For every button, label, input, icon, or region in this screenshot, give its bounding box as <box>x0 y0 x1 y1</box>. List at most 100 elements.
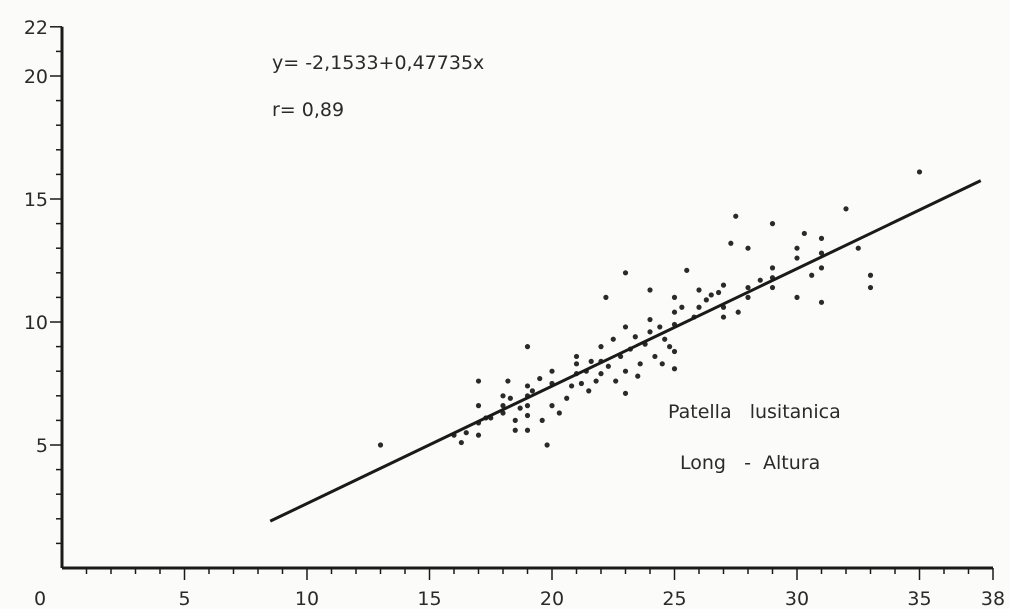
data-point <box>637 361 643 367</box>
data-point <box>635 373 641 379</box>
data-point <box>622 324 629 330</box>
data-point <box>659 361 665 367</box>
data-point <box>657 324 663 330</box>
x-tick-label: 38 <box>981 588 1005 609</box>
data-point <box>801 230 807 237</box>
data-point <box>703 297 709 303</box>
data-point <box>537 375 543 382</box>
data-point <box>544 442 550 448</box>
data-point <box>843 206 849 212</box>
data-point <box>505 378 511 384</box>
data-point <box>613 378 619 384</box>
x-tick-label: 35 <box>907 588 931 609</box>
data-point <box>556 410 562 416</box>
data-point <box>671 309 678 315</box>
data-point <box>598 344 604 350</box>
data-point <box>745 294 751 300</box>
data-point <box>573 361 580 367</box>
correlation-coefficient: r= 0,89 <box>272 99 344 121</box>
measure-label: Long - Altura <box>680 452 820 474</box>
x-tick-label: 0 <box>34 588 46 609</box>
data-point <box>671 366 678 372</box>
data-point <box>507 395 513 401</box>
regression-equation: y= -2,1533+0,47735x <box>272 52 484 74</box>
data-point <box>757 277 763 283</box>
data-point <box>769 221 776 227</box>
x-tick-label: 15 <box>417 588 441 609</box>
data-point <box>475 403 482 409</box>
data-point <box>684 267 690 273</box>
x-tick-label: 10 <box>295 588 319 609</box>
data-point <box>794 245 800 251</box>
species-label: Patella lusitanica <box>668 401 841 423</box>
data-point <box>463 430 469 436</box>
data-point <box>662 336 668 342</box>
data-point <box>598 371 604 377</box>
x-tick-label: 5 <box>178 588 190 609</box>
data-point <box>708 292 714 298</box>
data-point <box>605 363 611 369</box>
data-point <box>647 329 653 335</box>
data-point <box>377 442 384 448</box>
data-point <box>745 245 751 251</box>
data-point <box>622 390 629 396</box>
data-point <box>735 309 741 315</box>
data-point <box>794 294 800 300</box>
data-point <box>818 250 825 256</box>
data-point <box>769 284 776 291</box>
data-point <box>809 272 815 278</box>
data-point <box>667 344 673 350</box>
data-point <box>679 304 685 310</box>
data-point <box>622 368 629 374</box>
y-tick-label: 15 <box>24 189 48 211</box>
data-point <box>569 383 575 389</box>
data-point <box>794 255 800 261</box>
data-point <box>524 383 531 389</box>
data-point <box>671 294 678 300</box>
data-point <box>524 344 531 350</box>
data-point <box>733 213 739 219</box>
data-point <box>512 427 518 433</box>
data-point <box>524 412 531 419</box>
data-point <box>458 439 464 446</box>
data-point <box>622 270 629 276</box>
data-point <box>728 240 734 246</box>
data-point <box>818 299 825 305</box>
regression-line <box>269 179 982 523</box>
data-point <box>610 336 616 342</box>
data-point <box>539 417 545 423</box>
data-point <box>716 289 722 296</box>
data-point <box>647 287 653 293</box>
data-point <box>564 395 570 401</box>
data-point <box>529 388 536 394</box>
x-tick-label: 20 <box>540 588 564 609</box>
y-tick-label: 5 <box>36 435 48 457</box>
data-point <box>593 378 599 384</box>
x-axis-ticks: 0 5 10 15 20 25 30 35 38 <box>34 568 1005 609</box>
data-point <box>720 314 727 320</box>
data-point <box>549 403 555 409</box>
data-point <box>652 353 658 360</box>
data-point <box>549 368 555 374</box>
data-point <box>588 358 594 364</box>
data-point <box>524 403 531 409</box>
data-point <box>512 417 518 423</box>
data-point <box>818 265 825 271</box>
data-point <box>696 304 702 310</box>
data-point <box>500 393 506 399</box>
data-point <box>475 432 482 438</box>
data-point <box>500 403 506 409</box>
data-point <box>867 284 874 291</box>
data-point <box>603 294 609 300</box>
data-point <box>647 316 653 323</box>
y-tick-label: 22 <box>24 17 48 39</box>
data-point <box>855 245 861 251</box>
data-point <box>720 282 727 288</box>
y-tick-label: 10 <box>24 312 48 334</box>
x-tick-label: 25 <box>662 588 686 609</box>
data-point <box>867 272 874 278</box>
y-tick-label: 20 <box>24 66 48 88</box>
data-point <box>632 334 638 340</box>
x-tick-label: 30 <box>785 588 809 609</box>
